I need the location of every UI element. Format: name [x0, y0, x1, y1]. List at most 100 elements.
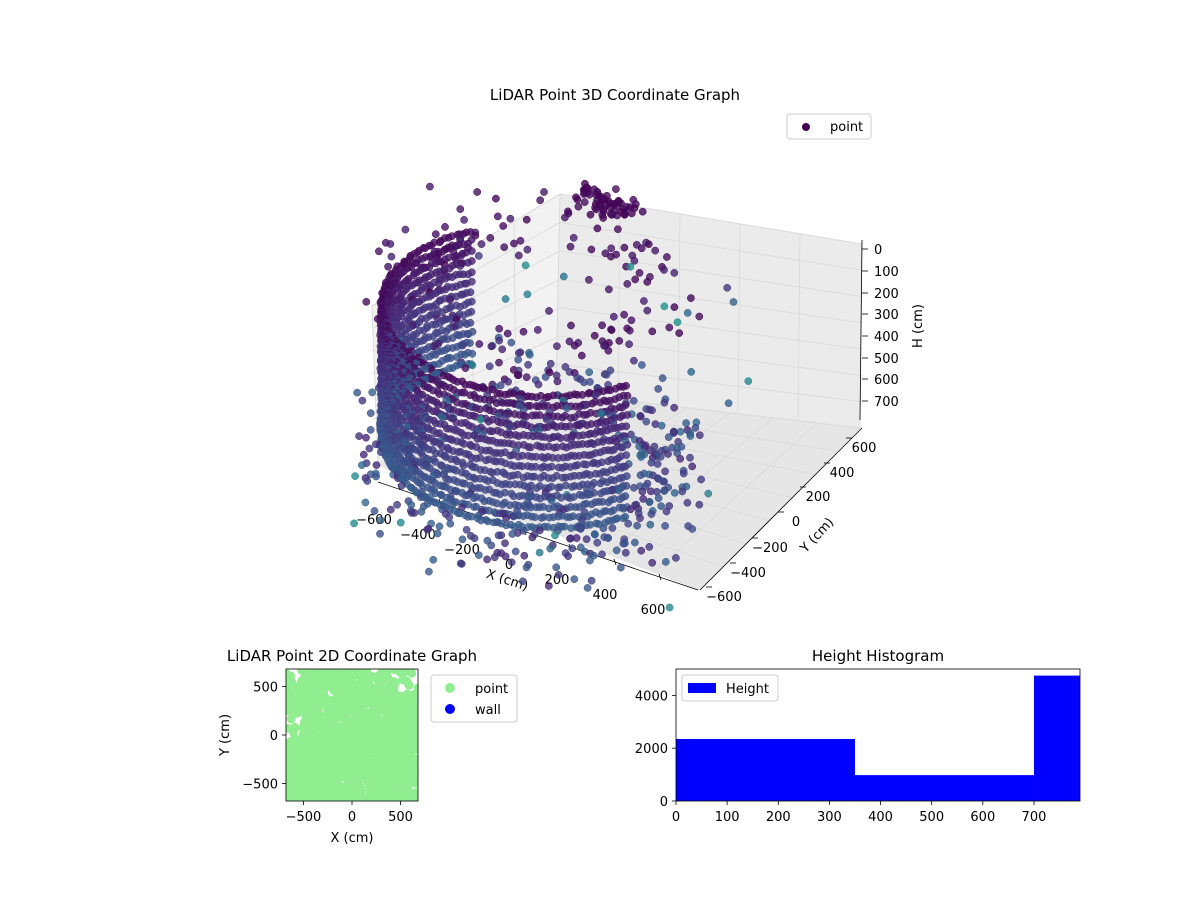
data-point-3d [558, 464, 567, 472]
data-point-3d [561, 422, 570, 431]
point-2d [380, 780, 390, 790]
point-2d [286, 673, 294, 683]
data-point-3d [488, 427, 497, 436]
point-2d [294, 700, 304, 710]
ticks-hist: 0 100 200 300 400 500 600 700 0 2000 4000 [635, 689, 1046, 825]
data-point-3d [704, 489, 713, 498]
point-2d [361, 795, 370, 801]
data-point-3d [494, 531, 503, 540]
data-point-3d [503, 399, 511, 407]
data-point-3d [638, 487, 647, 496]
data-point-3d [664, 433, 673, 441]
point-2d [313, 699, 322, 709]
data-point-3d [366, 409, 375, 418]
point-2d [328, 735, 338, 745]
data-point-3d [553, 377, 562, 386]
point-2d [310, 719, 320, 729]
data-point-3d [654, 385, 663, 393]
data-point-3d [642, 417, 651, 426]
data-point-3d [616, 563, 625, 572]
point-2d [393, 762, 403, 772]
data-point-3d [672, 554, 680, 562]
data-point-3d [582, 535, 591, 544]
data-point-3d [506, 214, 515, 223]
data-point-3d [578, 391, 587, 399]
data-point-3d [514, 432, 523, 440]
data-point-3d [442, 327, 451, 336]
point-2d [310, 788, 320, 797]
data-point-3d [518, 577, 527, 586]
data-point-3d [519, 512, 528, 520]
data-point-3d [585, 190, 594, 199]
data-point-3d [631, 275, 640, 284]
data-point-3d [525, 350, 534, 359]
data-point-3d [631, 538, 639, 547]
data-point-3d [545, 307, 553, 315]
gridline [371, 305, 379, 466]
point-2d [390, 678, 400, 687]
data-point-3d [523, 290, 532, 299]
data-point-3d [580, 378, 588, 387]
point-2d [343, 780, 353, 789]
point-2d [305, 670, 315, 680]
data-point-3d [475, 340, 484, 348]
z-tick-label: 200 [874, 287, 899, 302]
data-point-3d [370, 507, 379, 515]
data-point-3d [566, 414, 575, 422]
data-point-3d [697, 475, 705, 484]
data-point-3d [508, 530, 517, 538]
data-point-3d [359, 450, 368, 459]
data-point-3d [459, 311, 468, 319]
chart-3d: LiDAR Point 3D Coordinate Graph −600 −400… [350, 86, 926, 618]
point-2d [294, 777, 304, 787]
point-2d [337, 735, 347, 745]
point-2d [404, 746, 414, 756]
data-point-3d [507, 338, 516, 347]
point-2d [286, 688, 296, 697]
data-point-3d [670, 269, 679, 277]
data-point-3d [596, 398, 605, 407]
data-point-3d [617, 464, 626, 472]
z-tick-label: 400 [874, 330, 899, 345]
data-point-3d [472, 454, 481, 463]
data-point-3d [603, 397, 611, 406]
data-point-3d [593, 538, 602, 547]
data-point-3d [596, 489, 605, 498]
data-point-3d [501, 539, 509, 548]
histogram-bar [676, 738, 855, 801]
point-2d [320, 721, 330, 731]
data-point-3d [686, 432, 695, 440]
point-2d [369, 708, 379, 717]
data-point-3d [514, 251, 523, 260]
data-point-3d [515, 349, 523, 357]
data-point-3d [542, 393, 550, 402]
data-point-3d [372, 461, 381, 469]
data-point-3d [663, 253, 671, 261]
point-2d [343, 707, 352, 717]
data-point-3d [523, 245, 532, 254]
data-point-3d [633, 521, 641, 530]
data-point-3d [441, 223, 449, 231]
legend-2d: point wall [430, 674, 518, 723]
data-point-3d [456, 302, 465, 311]
gridline [607, 417, 774, 555]
data-point-3d [648, 327, 657, 336]
data-point-3d [407, 509, 416, 517]
point-2d [373, 674, 383, 684]
data-point-3d [438, 413, 447, 422]
data-point-3d [596, 479, 605, 488]
point-2d [342, 683, 352, 693]
data-point-3d [670, 403, 679, 412]
data-point-3d [619, 504, 628, 513]
data-point-3d [470, 534, 479, 543]
data-point-3d [607, 326, 616, 334]
data-point-3d [466, 339, 474, 347]
data-point-3d [643, 306, 652, 315]
data-point-3d [540, 454, 549, 463]
point-2d [333, 744, 343, 754]
point-2d [306, 758, 316, 768]
data-point-3d [660, 487, 669, 495]
data-point-3d [744, 377, 753, 385]
data-point-3d [458, 535, 467, 544]
data-point-3d [660, 398, 669, 407]
